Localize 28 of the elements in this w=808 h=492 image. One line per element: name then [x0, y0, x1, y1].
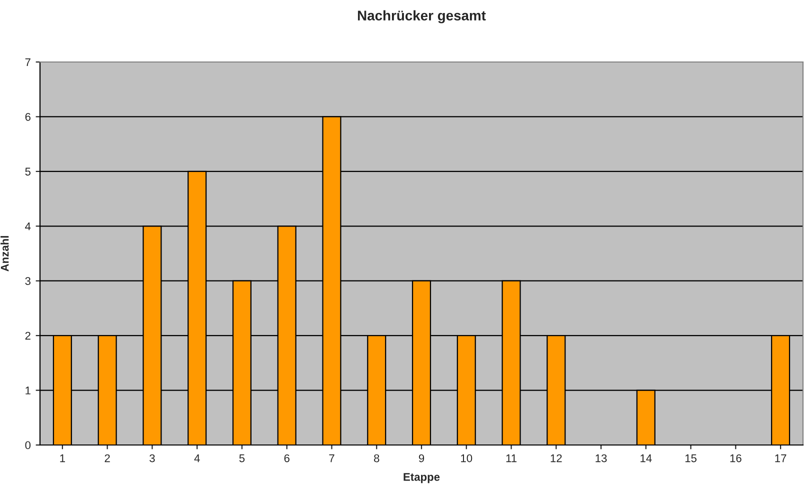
y-tick-label: 4	[25, 222, 31, 230]
x-axis-title: Etappe	[404, 473, 440, 484]
x-tick-label: 11	[506, 454, 516, 462]
x-tick-label: 6	[284, 454, 290, 462]
y-tick-label: 0	[25, 441, 31, 450]
x-tick-label: 4	[194, 454, 200, 462]
x-tick-label: 13	[596, 454, 607, 462]
x-tick-label: 9	[418, 454, 424, 462]
y-tick-label: 6	[25, 112, 30, 121]
y-tick-label: 2	[25, 332, 30, 340]
x-tick-label: 15	[685, 454, 697, 462]
x-tick-label: 8	[374, 454, 380, 462]
x-tick-label: 14	[640, 454, 652, 462]
x-tick-label: 7	[329, 454, 334, 462]
y-tick-label: 1	[26, 386, 30, 394]
chart-title: Nachrücker gesamt	[358, 10, 486, 24]
x-tick-label: 2	[104, 454, 110, 462]
x-tick-label: 3	[150, 454, 155, 462]
y-tick-label: 5	[25, 168, 31, 176]
y-tick-label: 7	[25, 58, 30, 66]
y-tick-label: 3	[25, 277, 30, 285]
x-tick-label: 1	[60, 454, 65, 462]
y-axis-title: Anzahl	[0, 236, 9, 272]
x-tick-label: 10	[461, 454, 472, 462]
x-tick-label: 16	[730, 454, 742, 462]
x-tick-label: 12	[550, 454, 562, 462]
x-tick-label: 5	[239, 454, 245, 462]
x-tick-label: 17	[775, 454, 786, 462]
